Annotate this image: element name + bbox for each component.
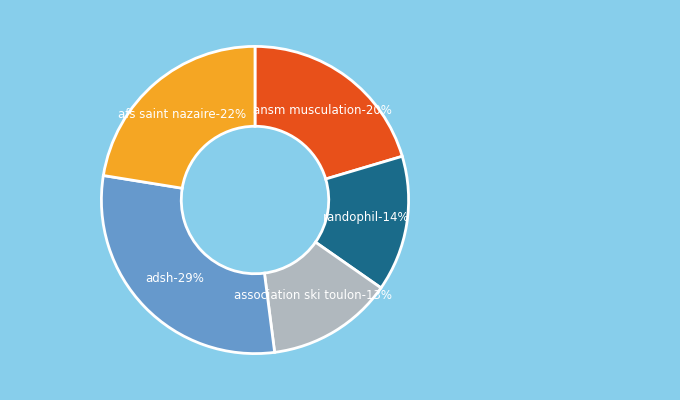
Text: randophil-14%: randophil-14% [322,211,409,224]
Text: association ski toulon-13%: association ski toulon-13% [234,289,392,302]
Wedge shape [255,46,403,179]
Wedge shape [103,46,255,188]
Wedge shape [101,176,275,354]
Text: ansm musculation-20%: ansm musculation-20% [253,104,392,117]
Text: afs saint nazaire-22%: afs saint nazaire-22% [118,108,246,121]
Wedge shape [265,242,381,352]
Text: adsh-29%: adsh-29% [145,272,204,284]
Wedge shape [316,156,409,288]
